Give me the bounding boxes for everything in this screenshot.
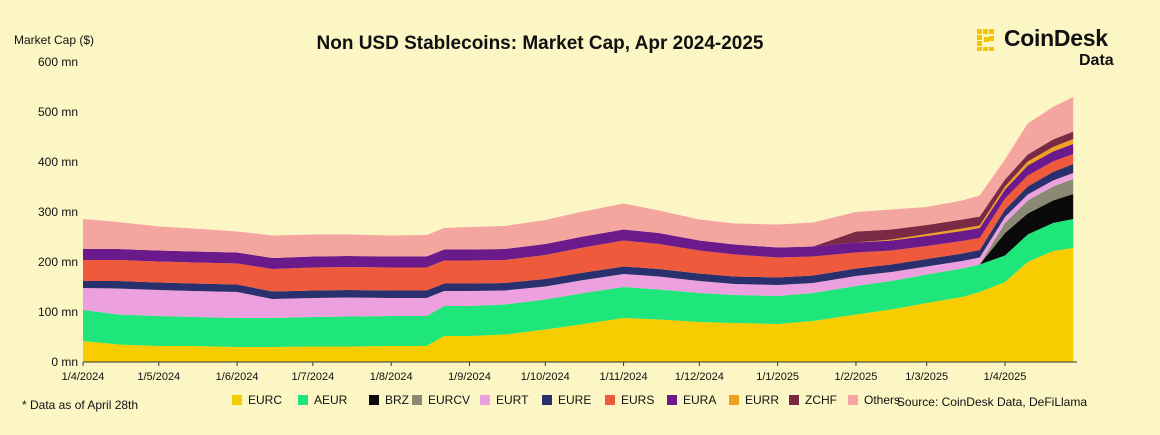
area-zchf (83, 131, 1074, 258)
x-tick-label: 1/12/2024 (675, 371, 724, 383)
x-tick-label: 1/5/2024 (137, 371, 180, 383)
x-tick-label: 1/6/2024 (216, 371, 259, 383)
legend-item-others: Others (848, 393, 900, 407)
legend-item-eurc: EURC (232, 393, 282, 407)
legend-swatch (667, 395, 677, 405)
x-tick-label: 1/8/2024 (370, 371, 413, 383)
x-tick-label: 1/10/2024 (521, 371, 570, 383)
x-tick-label: 1/4/2025 (984, 371, 1027, 383)
y-tick-label: 400 mn (38, 155, 78, 169)
legend-label: EURE (558, 393, 592, 407)
legend-label: AEUR (314, 393, 348, 407)
legend-item-eurr: EURR (729, 393, 779, 407)
legend-label: ZCHF (805, 393, 837, 407)
brand-name: CoinDesk (1004, 25, 1108, 51)
legend-item-brz: BRZ (369, 393, 409, 407)
area-aeur (83, 219, 1074, 347)
axes-group: 0 mn 100 mn 200 mn 300 mn 400 mn 500 mn 600 mn… (38, 55, 1077, 383)
x-tick-label: 1/2/2025 (835, 371, 878, 383)
area-brz (83, 194, 1074, 318)
x-tick-label: 1/9/2024 (448, 371, 491, 383)
legend-label: EURS (621, 393, 655, 407)
footnote: * Data as of April 28th (22, 398, 139, 412)
area-eurc (83, 248, 1074, 362)
coindesk-mark-icon (977, 29, 994, 51)
y-tick-label: 500 mn (38, 105, 78, 119)
y-tick-label: 600 mn (38, 55, 78, 69)
legend-swatch (480, 395, 490, 405)
legend-swatch (542, 395, 552, 405)
x-tick-label: 1/1/2025 (756, 371, 799, 383)
legend-label: EURCV (428, 393, 471, 407)
legend-swatch (789, 395, 799, 405)
legend-item-eura: EURA (667, 393, 716, 407)
area-series-group (83, 97, 1074, 362)
legend-label: EURR (745, 393, 780, 407)
chart-title: Non USD Stablecoins: Market Cap, Apr 202… (316, 33, 764, 54)
legend-swatch (729, 395, 739, 405)
legend-label: EURT (496, 393, 529, 407)
legend-swatch (232, 395, 242, 405)
legend-item-zchf: ZCHF (789, 393, 837, 407)
area-eurs (83, 154, 1074, 292)
legend-swatch (848, 395, 858, 405)
brand-subtitle: Data (1079, 52, 1114, 69)
legend-label: BRZ (385, 393, 409, 407)
legend-swatch (369, 395, 379, 405)
area-eure (83, 164, 1074, 299)
legend-item-aeur: AEUR (298, 393, 347, 407)
area-eura (83, 144, 1074, 269)
y-tick-label: 100 mn (38, 305, 78, 319)
y-tick-label: 300 mn (38, 205, 78, 219)
x-tick-label: 1/7/2024 (291, 371, 334, 383)
legend-item-eurs: EURS (605, 393, 654, 407)
legend-item-eurt: EURT (480, 393, 528, 407)
area-eurt (83, 173, 1074, 318)
legend-label: EURC (248, 393, 283, 407)
y-axis-label: Market Cap ($) (14, 33, 95, 47)
area-eurcv (83, 179, 1074, 318)
source-note: Source: CoinDesk Data, DeFiLlama (896, 395, 1087, 409)
x-tick-label: 1/3/2025 (905, 371, 948, 383)
area-eurr (83, 139, 1074, 258)
x-tick-label: 1/11/2024 (600, 371, 648, 383)
legend-label: EURA (683, 393, 717, 407)
y-tick-label: 200 mn (38, 255, 78, 269)
legend-item-eurcv: EURCV (412, 393, 470, 407)
y-tick-label: 0 mn (51, 355, 78, 369)
legend-label: Others (864, 393, 901, 407)
legend-item-eure: EURE (542, 393, 591, 407)
area-others (83, 97, 1074, 258)
legend-swatch (412, 395, 422, 405)
x-tick-label: 1/4/2024 (62, 371, 105, 383)
legend-swatch (605, 395, 615, 405)
legend-swatch (298, 395, 308, 405)
